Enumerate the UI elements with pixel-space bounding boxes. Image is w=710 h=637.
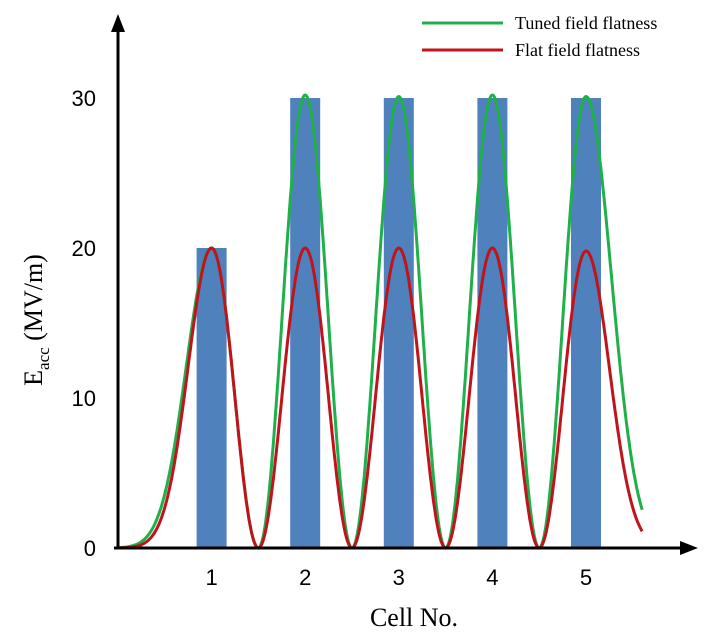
- x-axis-title: Cell No.: [370, 603, 458, 632]
- series-lines-group: [117, 93, 644, 550]
- legend-label-flat: Flat field flatness: [515, 40, 640, 60]
- y-tick-label: 30: [72, 86, 96, 111]
- bar-cell-2: [290, 98, 321, 548]
- y-tick-label: 0: [84, 536, 96, 561]
- x-tick-label: 5: [580, 565, 592, 590]
- y-axis-title-sub: acc: [34, 347, 53, 370]
- legend: Tuned field flatness Flat field flatness: [422, 13, 657, 60]
- y-axis-title-unit: (MV/m): [19, 254, 48, 347]
- y-tick-label: 10: [72, 386, 96, 411]
- legend-label-tuned: Tuned field flatness: [515, 13, 657, 33]
- bar-cell-5: [571, 98, 601, 548]
- y-axis-title: Eacc (MV/m): [19, 254, 53, 386]
- x-axis-arrow: [680, 541, 698, 555]
- x-tick-label: 4: [486, 565, 498, 590]
- x-tick-label: 1: [205, 565, 217, 590]
- y-axis-arrow: [111, 14, 125, 32]
- bars-group: [196, 98, 601, 548]
- bar-cell-3: [383, 98, 414, 548]
- y-axis-title-main: E: [19, 370, 48, 386]
- x-tick-labels: 1 2 3 4 5: [205, 565, 592, 590]
- bar-cell-4: [477, 98, 508, 548]
- y-tick-labels: 0 10 20 30: [72, 86, 96, 561]
- x-tick-label: 2: [299, 565, 311, 590]
- x-tick-label: 3: [393, 565, 405, 590]
- bar-cell-1: [196, 248, 227, 548]
- series-line-flat: [118, 246, 644, 550]
- y-tick-label: 20: [72, 236, 96, 261]
